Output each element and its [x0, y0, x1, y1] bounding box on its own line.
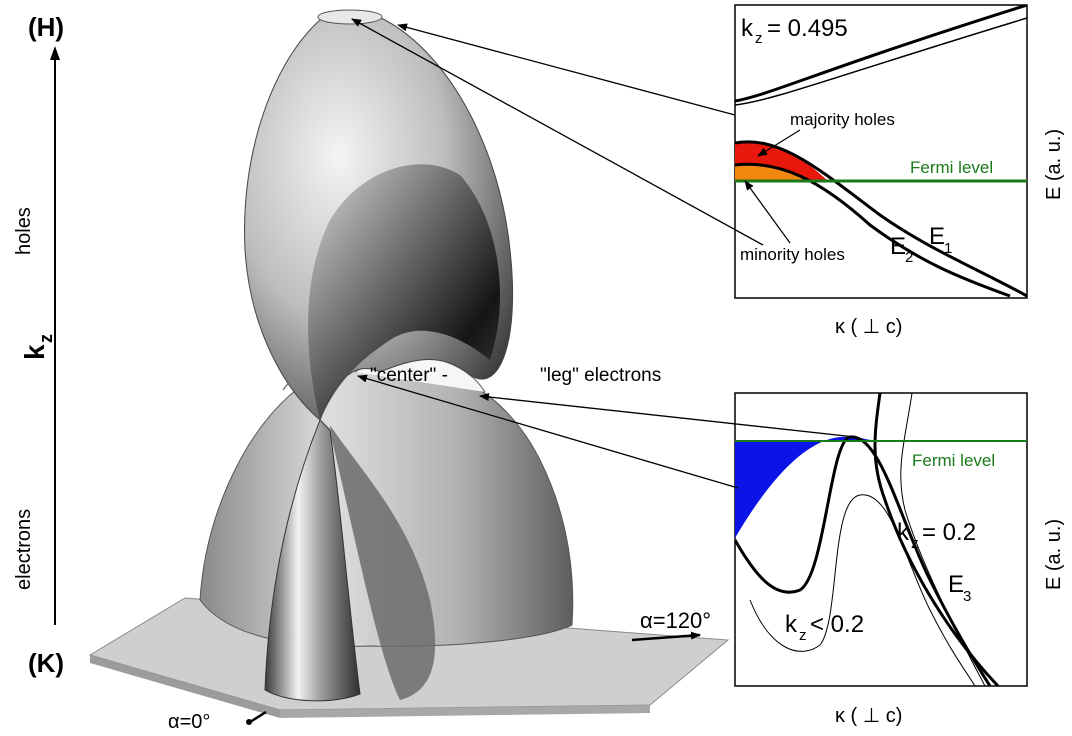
svg-text:E: E [929, 223, 945, 250]
arrow-to-center-electrons [357, 374, 739, 489]
svg-text:z: z [36, 334, 56, 343]
top-fermi-label: Fermi level [910, 158, 993, 177]
alpha0-arrow [249, 710, 267, 724]
bottom-y-axis-label: E (a. u.) [1043, 519, 1065, 590]
e2-label: E 2 [890, 233, 913, 266]
alpha120-label: α=120° [640, 608, 711, 633]
center-electrons-label: "center" - [370, 365, 448, 386]
band-e1 [735, 140, 1027, 298]
band-e3 [873, 393, 1000, 686]
bottom-band-panel: Fermi level k z = 0.2 E 3 k z < 0.2 κ ( … [734, 392, 1065, 727]
svg-text:z: z [799, 627, 807, 644]
top-kz-label: k z = 0.495 [741, 15, 848, 47]
svg-text:k: k [785, 611, 798, 638]
arrow-to-top-opening-2 [351, 18, 764, 246]
svg-text:z: z [911, 535, 919, 552]
kz-axis-arrowhead [50, 46, 60, 60]
majority-holes-label: majority holes [790, 110, 895, 129]
e1-label: E 1 [929, 223, 952, 257]
bottom-kz-eq-label: k z = 0.2 [897, 519, 976, 552]
kz-axis: (H) (K) holes electrons k z [13, 12, 64, 678]
svg-text:E: E [890, 233, 906, 260]
svg-text:k: k [741, 15, 754, 42]
svg-text:< 0.2: < 0.2 [810, 611, 864, 638]
svg-text:2: 2 [905, 249, 913, 266]
svg-text:= 0.495: = 0.495 [767, 15, 848, 42]
band-kz-lt [749, 494, 976, 686]
e3-label: E 3 [948, 571, 971, 605]
k-point-label: (K) [28, 648, 64, 678]
bottom-kz-lt-label: k z < 0.2 [785, 611, 864, 644]
fermi-surface-3d: α=120° α=0° "center" - "leg" electrons [88, 9, 730, 733]
leg-electrons-label: "leg" electrons [540, 365, 661, 386]
bottom-x-axis-label: κ ( ⊥ c) [835, 705, 902, 727]
electron-pocket-area [735, 436, 878, 538]
svg-text:= 0.2: = 0.2 [922, 519, 976, 546]
svg-text:k: k [19, 344, 50, 360]
minority-holes-area [735, 164, 805, 181]
svg-text:1: 1 [944, 240, 952, 257]
bottom-panel-frame [734, 392, 1028, 687]
h-point-label: (H) [28, 12, 64, 42]
top-x-axis-label: κ ( ⊥ c) [835, 316, 902, 338]
alpha120-arrow [631, 631, 701, 642]
svg-text:z: z [755, 30, 763, 47]
electrons-label: electrons [13, 509, 35, 590]
hole-pocket-top-opening [317, 9, 383, 25]
alpha0-label: α=0° [168, 711, 210, 733]
svg-text:k: k [897, 519, 910, 546]
top-band-panel: k z = 0.495 majority holes Fermi level m… [734, 4, 1065, 338]
svg-text:E: E [948, 571, 964, 598]
band-e2 [735, 162, 1011, 298]
electron-leg [264, 419, 361, 702]
kz-axis-label: k z [19, 334, 56, 360]
minority-holes-label: minority holes [740, 245, 845, 264]
connector-arrows [351, 18, 856, 489]
arrow-to-leg-electrons [479, 393, 856, 438]
svg-text:3: 3 [963, 588, 971, 605]
arrow-to-top-opening-1 [397, 23, 736, 116]
holes-label: holes [13, 207, 35, 255]
bottom-fermi-label: Fermi level [912, 451, 995, 470]
top-y-axis-label: E (a. u.) [1043, 129, 1065, 200]
